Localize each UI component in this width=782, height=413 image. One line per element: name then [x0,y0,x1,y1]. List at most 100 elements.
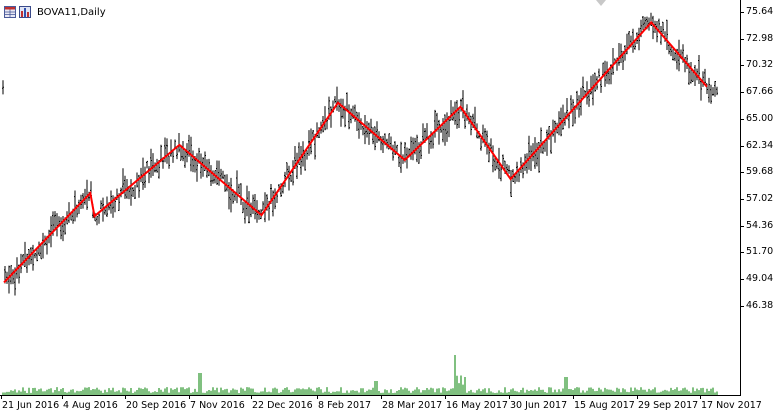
ohlc-bar [348,104,350,130]
date-tick [251,396,252,399]
ohlc-bar [422,123,424,144]
date-tick [189,396,190,399]
ohlc-bar [710,84,712,104]
ohlc-bar [546,129,548,156]
ohlc-bar [368,122,370,145]
price-chart[interactable] [0,0,741,396]
table-icon[interactable] [4,6,16,18]
ohlc-bar [434,109,436,138]
ohlc-bar [540,127,542,154]
ohlc-bar [432,134,434,149]
ohlc-bar [340,98,342,127]
ohlc-bar [342,98,344,119]
ohlc-bar [210,165,212,186]
ohlc-bar [528,135,530,170]
ohlc-bar [68,202,70,223]
ohlc-bar [536,142,538,167]
price-tick [741,145,744,147]
date-label: 4 Aug 2016 [63,400,118,411]
ohlc-bar [262,201,264,211]
date-tick [700,396,701,399]
ohlc-bar [60,217,62,240]
ohlc-bar [666,19,668,50]
ohlc-bar [460,98,462,112]
ohlc-bar [300,146,302,175]
ohlc-bar [638,27,640,51]
ohlc-bar [712,87,714,96]
ohlc-bar [590,75,592,95]
ohlc-bar [222,170,224,180]
price-label: 65.00 [746,112,774,124]
plot-area[interactable] [0,0,741,396]
date-label: 8 Feb 2017 [318,400,372,411]
ohlc-bar [208,158,210,177]
zigzag-line [3,20,708,284]
ohlc-bar [124,175,126,199]
ohlc-bar [520,157,522,173]
ohlc-bar [200,153,202,179]
ohlc-bar [462,90,464,119]
ohlc-bar [572,99,574,127]
volume-bars [2,355,718,395]
ohlc-bar [382,135,384,153]
ohlc-bar [220,168,222,180]
ohlc-bar [26,253,28,273]
ohlc-bar [500,164,502,182]
ohlc-bar [410,136,412,160]
ohlc-bar [412,137,414,161]
ohlc-bar [392,144,394,161]
ohlc-bar [506,164,508,174]
ohlc-bar [362,126,364,136]
ohlc-bar [492,145,494,173]
ohlc-bar [274,188,276,210]
ohlc-bar [652,15,654,40]
ohlc-bar [480,138,482,151]
ohlc-bar [702,71,704,87]
date-tick [125,396,126,399]
ohlc-bar [290,174,292,182]
ohlc-bar [154,162,156,173]
ohlc-bar [100,200,102,209]
ohlc-bar [176,148,178,160]
ohlc-bar [74,190,76,222]
ohlc-bar [470,115,472,136]
date-label: 22 Dec 2016 [252,400,313,411]
date-label: 30 Jun 2017 [510,400,568,411]
price-tick [741,172,744,174]
date-tick [509,396,510,399]
ohlc-bar [254,194,256,220]
ohlc-bar [140,167,142,183]
ohlc-bar [178,133,180,153]
ohlc-bar [502,154,504,167]
date-label: 16 May 2017 [446,400,508,411]
ohlc-bar [246,185,248,217]
ohlc-bar [428,136,430,154]
ohlc-bar [554,120,556,143]
price-tick [741,252,744,254]
ohlc-bar [122,168,124,194]
chart-title: BOVA11,Daily [37,6,106,18]
price-label: 70.32 [746,59,774,71]
chart-icon[interactable] [19,6,31,18]
ohlc-bar [152,153,154,176]
ohlc-bar [642,16,644,30]
ohlc-bar [288,165,290,191]
ohlc-bar [36,248,38,262]
ohlc-bar [374,126,376,151]
ohlc-bar [618,43,620,66]
price-tick [741,279,744,280]
chart-shift-marker-icon[interactable] [596,0,606,6]
ohlc-bar [670,45,672,57]
ohlc-bar [364,115,366,145]
price-tick [741,225,744,227]
ohlc-bar [608,70,610,85]
price-label: 54.36 [746,219,774,231]
ohlc-bar [306,149,308,160]
ohlc-bar [296,152,298,179]
ohlc-bar [252,194,254,214]
ohlc-bar [218,160,220,186]
date-label: 7 Nov 2016 [190,400,245,411]
price-label: 59.68 [746,166,774,178]
ohlc-bar [594,72,596,92]
